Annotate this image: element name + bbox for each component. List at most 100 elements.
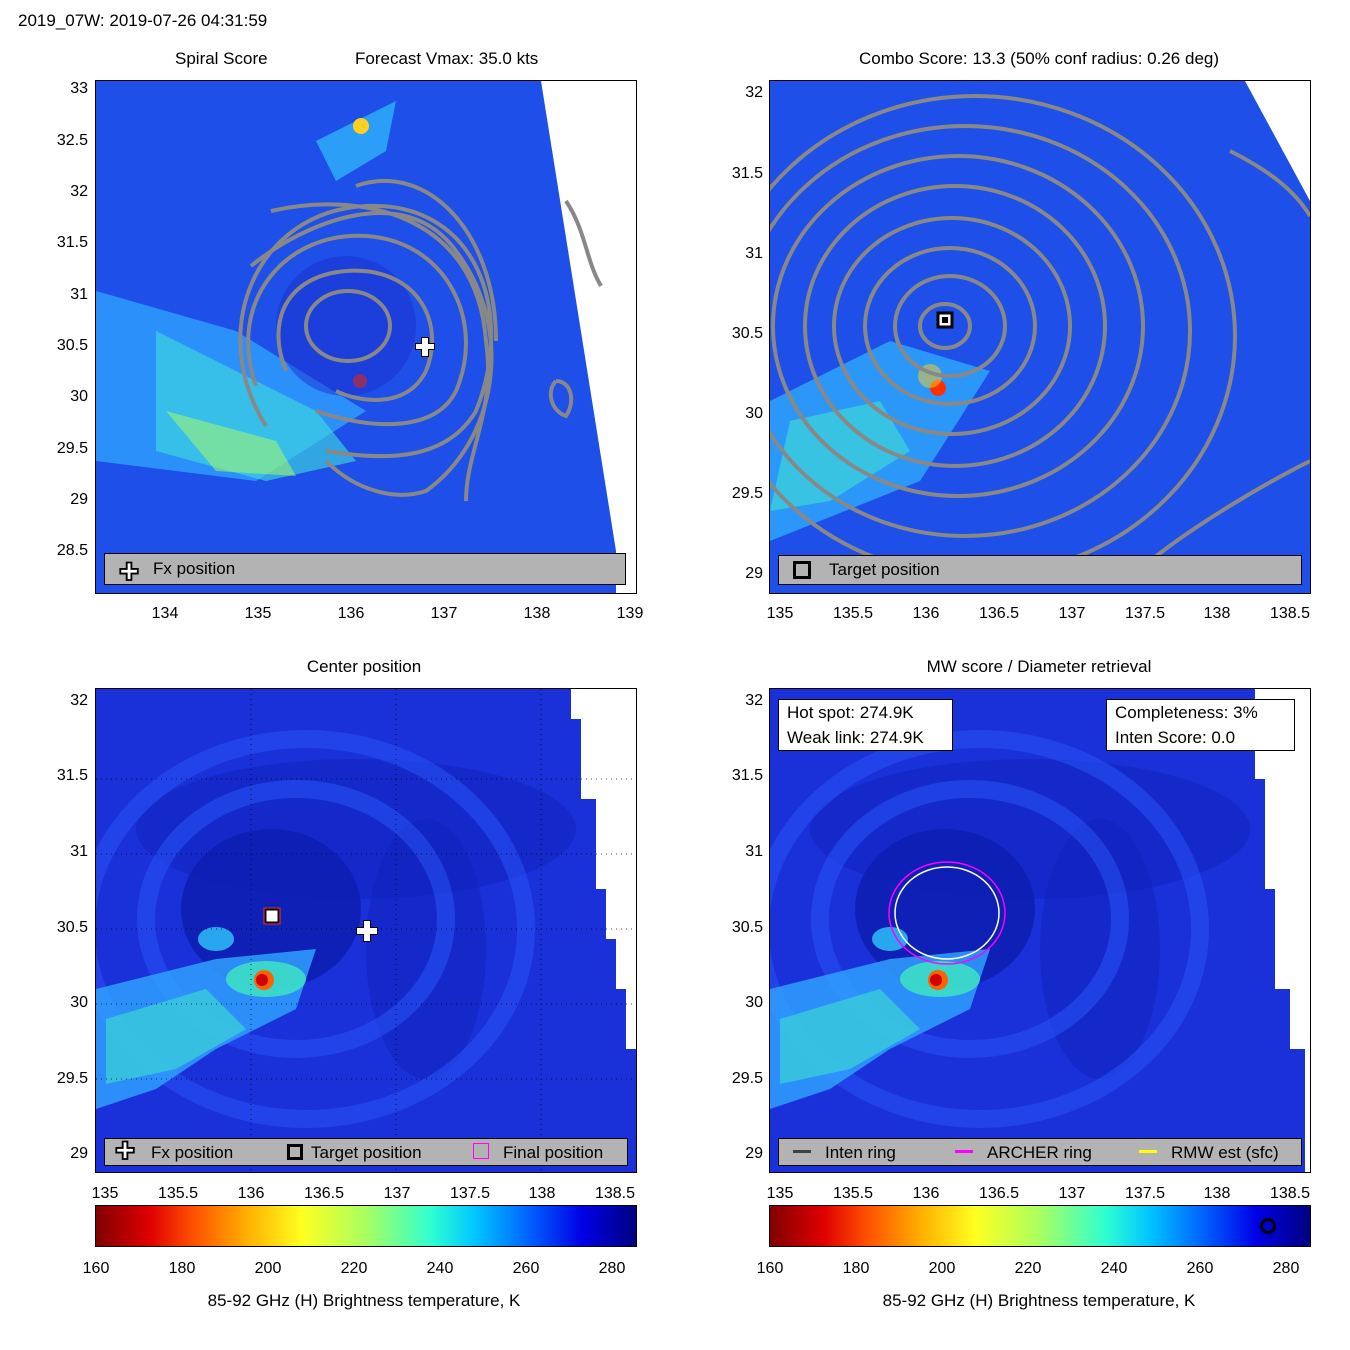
center-position-plot: ✚ Fx position Target position Final posi… [95, 688, 637, 1173]
y-tick: 30 [70, 994, 88, 1011]
y-tick: 33 [70, 80, 88, 97]
y-tick: 32 [745, 692, 763, 709]
legend-rmw-label: RMW est (sfc) [1171, 1143, 1279, 1162]
y-tick: 29.5 [731, 1070, 763, 1087]
spiral-image [96, 81, 616, 593]
combo-image [770, 81, 1310, 593]
target-position-marker [936, 311, 954, 329]
inten-score-value: Inten Score: 0.0 [1115, 728, 1236, 747]
rmw-swatch [1139, 1150, 1157, 1153]
mw-title: MW score / Diameter retrieval [926, 657, 1152, 676]
cbar-tick: 200 [928, 1260, 956, 1277]
cbar-tick: 200 [254, 1260, 282, 1277]
legend-inten-label: Inten ring [825, 1143, 896, 1162]
y-tick: 30 [70, 388, 88, 405]
y-tick: 31.5 [56, 767, 88, 784]
x-tick: 136 [237, 1185, 265, 1202]
completeness-value: Completeness: 3% [1115, 703, 1258, 722]
x-tick: 139 [616, 605, 644, 622]
y-tick: 30 [745, 405, 763, 422]
plus-icon: ✚ [118, 559, 140, 587]
y-tick: 31 [745, 843, 763, 860]
cbar-tick: 280 [1272, 1260, 1300, 1277]
square-icon [287, 1144, 303, 1160]
cbar-tick: 180 [842, 1260, 870, 1277]
legend-fx-label: Fx position [153, 559, 236, 578]
forecast-vmax-label: Forecast Vmax: 35.0 kts [355, 49, 539, 68]
cbar-tick: 160 [756, 1260, 784, 1277]
combo-title: Combo Score: 13.3 (50% conf radius: 0.26… [858, 49, 1220, 68]
x-tick: 136 [912, 1185, 940, 1202]
y-tick: 32.5 [56, 132, 88, 149]
completeness-box: Completeness: 3% Inten Score: 0.0 [1106, 699, 1295, 751]
target-marker [263, 907, 281, 925]
cbar-tick: 220 [1014, 1260, 1042, 1277]
y-tick: 28.5 [56, 542, 88, 559]
magenta-square-icon [473, 1143, 489, 1159]
y-tick: 31 [745, 245, 763, 262]
cbar-tick: 180 [168, 1260, 196, 1277]
y-tick: 29 [745, 565, 763, 582]
x-tick: 136 [912, 605, 940, 622]
colorbar-left-label: 85-92 GHz (H) Brightness temperature, K [207, 1291, 521, 1310]
x-tick: 136 [337, 605, 365, 622]
x-tick: 135 [91, 1185, 119, 1202]
fx-position-marker [415, 337, 435, 357]
x-tick: 138.5 [1269, 605, 1311, 622]
spiral-legend: ✚ Fx position [104, 553, 626, 587]
fx-marker [356, 920, 378, 942]
y-tick: 32 [70, 692, 88, 709]
y-tick: 31 [70, 286, 88, 303]
y-tick: 29.5 [731, 485, 763, 502]
x-tick: 137 [430, 605, 458, 622]
y-tick: 31.5 [731, 767, 763, 784]
x-tick: 137.5 [1124, 1185, 1166, 1202]
center-legend: ✚ Fx position Target position Final posi… [104, 1138, 628, 1166]
y-tick: 29 [745, 1145, 763, 1162]
x-tick: 137 [1058, 1185, 1086, 1202]
legend-fx-label: Fx position [151, 1143, 234, 1162]
x-tick: 136.5 [303, 1185, 345, 1202]
x-tick: 136.5 [978, 605, 1020, 622]
x-tick: 136.5 [978, 1185, 1020, 1202]
cbar-tick: 280 [598, 1260, 626, 1277]
cbar-tick: 160 [82, 1260, 110, 1277]
y-tick: 30.5 [56, 919, 88, 936]
colorbar-right-label: 85-92 GHz (H) Brightness temperature, K [882, 1291, 1196, 1310]
spiral-score-plot: ✚ Fx position [95, 80, 637, 594]
y-tick: 29.5 [56, 1070, 88, 1087]
y-tick: 29 [70, 1145, 88, 1162]
center-image [96, 689, 636, 1172]
archer-ring [888, 861, 1006, 965]
hot-spot-circle-icon [1260, 1218, 1276, 1234]
hot-spot-box: Hot spot: 274.9K Weak link: 274.9K [778, 699, 953, 751]
y-tick: 30.5 [731, 919, 763, 936]
legend-archer-label: ARCHER ring [987, 1143, 1092, 1162]
x-tick: 137 [383, 1185, 411, 1202]
x-tick: 135 [766, 605, 794, 622]
inten-ring-swatch [793, 1150, 811, 1153]
archer-ring-swatch [955, 1150, 973, 1153]
legend-target-label: Target position [829, 560, 940, 579]
combo-legend: Target position [778, 555, 1302, 585]
cbar-tick: 240 [1100, 1260, 1128, 1277]
legend-final-label: Final position [503, 1143, 604, 1162]
legend-target-label: Target position [311, 1143, 422, 1162]
x-tick: 138 [528, 1185, 556, 1202]
x-tick: 135.5 [832, 605, 874, 622]
figure-title: 2019_07W: 2019-07-26 04:31:59 [18, 11, 268, 30]
x-tick: 135.5 [832, 1185, 874, 1202]
y-tick: 32 [745, 84, 763, 101]
mw-image [770, 689, 1305, 1172]
colorbar-left [95, 1205, 637, 1247]
x-tick: 138 [1203, 605, 1231, 622]
mw-legend: Inten ring ARCHER ring RMW est (sfc) [778, 1138, 1302, 1166]
x-tick: 137.5 [449, 1185, 491, 1202]
x-tick: 135.5 [157, 1185, 199, 1202]
spiral-title: Spiral Score [175, 49, 268, 68]
x-tick: 137 [1058, 605, 1086, 622]
cbar-tick: 260 [1186, 1260, 1214, 1277]
mw-score-plot: Hot spot: 274.9K Weak link: 274.9K Compl… [769, 688, 1311, 1173]
x-tick: 138 [1203, 1185, 1231, 1202]
center-title: Center position [306, 657, 422, 676]
